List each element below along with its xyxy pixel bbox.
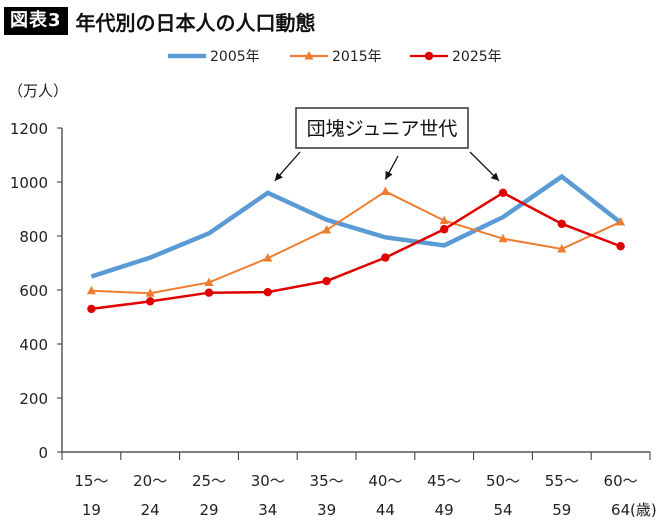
data-point (263, 253, 273, 262)
legend-marker (424, 51, 434, 61)
x-tick-label: 29 (199, 501, 218, 519)
x-tick-label: 20〜 (133, 472, 167, 490)
y-tick-label: 400 (19, 336, 48, 354)
data-point (557, 243, 567, 253)
figure-header: 図表3 年代別の日本人の人口動態 (4, 6, 316, 36)
data-point (557, 219, 566, 229)
series-2 (87, 188, 625, 314)
series-line (90, 173, 622, 279)
x-tick-label: 64 (611, 501, 630, 519)
data-point (380, 186, 390, 195)
data-point (204, 288, 214, 297)
x-tick-label: 25〜 (192, 472, 226, 490)
legend-label: 2005年 (210, 49, 260, 65)
annotation-arrow (469, 151, 500, 182)
figure-badge: 図表3 (4, 7, 68, 35)
x-tick-label: 55〜 (545, 472, 579, 490)
annotation-label: 団塊ジュニア世代 (307, 118, 458, 140)
annotation-box (295, 107, 469, 149)
x-tick-label: 50〜 (486, 472, 520, 490)
data-point (381, 253, 390, 262)
y-tick-label: 600 (19, 282, 48, 300)
legend-label: 2015年 (332, 49, 382, 65)
annotation-arrow (384, 155, 399, 180)
data-point (498, 233, 508, 243)
series-0 (90, 173, 622, 279)
data-point (204, 277, 214, 286)
legend-item: 2005年 (168, 49, 260, 65)
x-tick-label: 44 (376, 501, 395, 519)
x-tick-label: 60〜 (604, 472, 638, 490)
series-line (91, 190, 622, 295)
x-tick-label: 19 (82, 501, 101, 519)
chart-series (86, 173, 626, 314)
data-point (440, 225, 449, 234)
x-tick-label: 35〜 (310, 472, 344, 490)
legend-item: 2025年 (410, 49, 502, 65)
y-tick-label: 1000 (10, 174, 48, 192)
legend-label: 2025年 (452, 49, 502, 65)
x-axis-unit: (歳) (630, 501, 657, 519)
legend-item: 2015年 (290, 49, 382, 65)
x-tick-label: 40〜 (368, 472, 402, 490)
chart-title: 年代別の日本人の人口動態 (75, 10, 316, 35)
chart-annotation: 団塊ジュニア世代 (274, 107, 500, 182)
data-point (322, 276, 331, 286)
x-tick-label: 49 (435, 501, 454, 519)
y-tick-label: 0 (38, 444, 48, 462)
data-point (616, 242, 625, 251)
x-tick-label: 30〜 (251, 472, 285, 490)
legend-marker (304, 51, 314, 60)
data-point (322, 225, 332, 234)
axis-ticks: 0 200 400 600 800 1000 1200 15〜 19 20〜 24 25〜 29 30〜 3… (10, 120, 651, 519)
y-tick-label: 800 (19, 228, 48, 246)
annotation-arrow (274, 151, 301, 182)
chart-legend: 2005年 2015年 2025年 (168, 49, 502, 65)
series-line (91, 191, 622, 311)
data-point (87, 304, 96, 314)
x-tick-label: 39 (317, 501, 336, 519)
y-axis-label: （万人） (8, 82, 68, 100)
x-tick-label: 34 (258, 501, 277, 519)
series-1 (86, 186, 626, 297)
data-point (146, 297, 155, 306)
data-point (616, 216, 626, 226)
data-point (145, 288, 155, 297)
y-tick-label: 1200 (10, 120, 48, 138)
x-tick-label: 45〜 (427, 472, 461, 490)
data-point (86, 285, 96, 295)
data-point (498, 188, 508, 197)
data-point (263, 287, 272, 297)
x-tick-label: 15〜 (74, 472, 108, 490)
x-tick-label: 59 (552, 501, 571, 519)
x-tick-label: 54 (493, 501, 512, 519)
x-tick-label: 24 (141, 501, 160, 519)
data-point (439, 215, 449, 225)
y-tick-label: 200 (19, 390, 48, 408)
